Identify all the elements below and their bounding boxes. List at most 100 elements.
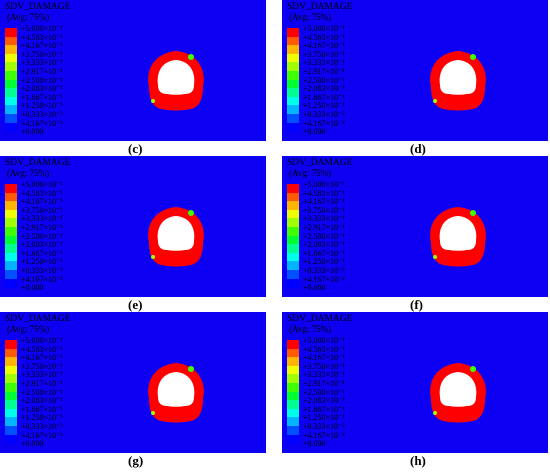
legend-swatch bbox=[287, 270, 299, 279]
legend-label: +2.917×10⁻¹ bbox=[21, 379, 63, 388]
legend-label: +2.500×10⁻¹ bbox=[303, 231, 345, 241]
legend-swatch bbox=[5, 88, 17, 98]
legend-label: +5.000×10⁻¹ bbox=[21, 180, 63, 189]
legend-label: +3.333×10⁻¹ bbox=[21, 370, 63, 380]
legend-swatch bbox=[5, 201, 17, 211]
damage-speck bbox=[188, 366, 194, 372]
legend-label: +3.333×10⁻¹ bbox=[21, 58, 63, 68]
legend-label: +3.750×10⁻¹ bbox=[303, 49, 345, 59]
legend-swatch bbox=[5, 36, 17, 46]
contour-plot bbox=[0, 0, 266, 141]
legend-swatch bbox=[5, 261, 17, 271]
legend-swatch bbox=[287, 235, 299, 245]
legend-subtitle: (Avg: 75%) bbox=[289, 12, 332, 22]
legend-swatch bbox=[287, 340, 299, 349]
legend-swatch bbox=[5, 227, 17, 236]
legend-label: +1.250×10⁻¹ bbox=[303, 257, 345, 267]
legend-swatch bbox=[5, 252, 17, 262]
legend-label: +2.083×10⁻¹ bbox=[303, 396, 345, 406]
legend-swatch bbox=[5, 184, 17, 193]
legend-swatch bbox=[287, 122, 299, 132]
legend-title: SDV_DAMAGE bbox=[287, 314, 353, 324]
legend-label: +0.000 bbox=[21, 439, 44, 449]
contour-plot bbox=[282, 312, 548, 453]
damage-speck bbox=[470, 366, 476, 372]
legend-label: +4.167×10⁻¹ bbox=[21, 197, 63, 207]
legend-label: +2.083×10⁻¹ bbox=[303, 84, 345, 94]
contour-panel: SDV_DAMAGE (Avg: 75%) +5.000×10⁻¹ +4.583×10… bbox=[282, 0, 550, 157]
legend-swatch bbox=[5, 114, 17, 123]
legend-label: +4.167×10⁻¹ bbox=[303, 41, 345, 51]
legend-swatch bbox=[287, 184, 299, 193]
legend-swatch bbox=[287, 383, 299, 392]
legend-label: +2.917×10⁻¹ bbox=[21, 67, 63, 76]
legend-label: +5.000×10⁻¹ bbox=[21, 336, 63, 345]
damage-speck bbox=[433, 99, 437, 103]
legend-label: +8.333×10⁻² bbox=[303, 422, 345, 431]
legend-swatch bbox=[5, 383, 17, 392]
legend-label: +3.333×10⁻¹ bbox=[21, 214, 63, 224]
tunnel-damage-zone bbox=[148, 207, 204, 267]
legend-label: +1.667×10⁻¹ bbox=[21, 404, 63, 414]
legend-swatch bbox=[5, 340, 17, 349]
tunnel-opening bbox=[157, 216, 195, 251]
legend-title: SDV_DAMAGE bbox=[5, 314, 71, 324]
legend-label: +4.167×10⁻¹ bbox=[303, 353, 345, 363]
legend-label: +4.167×10⁻² bbox=[303, 430, 345, 440]
legend-swatch bbox=[5, 357, 17, 367]
legend-label: +3.333×10⁻¹ bbox=[303, 58, 345, 68]
tunnel-damage-zone bbox=[148, 363, 204, 423]
legend-label: +8.333×10⁻² bbox=[303, 266, 345, 275]
legend-label: +2.083×10⁻¹ bbox=[303, 240, 345, 250]
legend-subtitle: (Avg: 75%) bbox=[7, 12, 50, 22]
legend-label: +3.750×10⁻¹ bbox=[21, 361, 63, 371]
legend-swatch bbox=[5, 270, 17, 279]
legend-swatch bbox=[5, 45, 17, 55]
legend-label: +4.167×10⁻² bbox=[21, 274, 63, 284]
legend-label: +4.167×10⁻¹ bbox=[303, 197, 345, 207]
legend-swatch bbox=[287, 209, 299, 219]
legend-swatch bbox=[5, 71, 17, 80]
legend-swatch bbox=[5, 79, 17, 89]
legend-swatch bbox=[287, 227, 299, 236]
legend-label: +4.583×10⁻¹ bbox=[21, 32, 63, 42]
legend-label: +1.250×10⁻¹ bbox=[303, 413, 345, 423]
panel-caption: (g) bbox=[128, 453, 144, 468]
contour-plot bbox=[282, 0, 548, 141]
legend-label: +4.167×10⁻² bbox=[21, 118, 63, 128]
legend-swatch bbox=[5, 434, 17, 444]
legend-swatch bbox=[287, 105, 299, 115]
legend-swatch bbox=[287, 365, 299, 375]
legend-label: +2.500×10⁻¹ bbox=[21, 387, 63, 397]
legend-label: +2.500×10⁻¹ bbox=[21, 75, 63, 85]
legend-swatch bbox=[287, 36, 299, 46]
legend-label: +8.333×10⁻² bbox=[303, 110, 345, 119]
damage-speck bbox=[470, 54, 476, 60]
tunnel-opening bbox=[439, 372, 477, 407]
legend-label: +2.917×10⁻¹ bbox=[303, 223, 345, 232]
legend-label: +0.000 bbox=[303, 283, 326, 293]
contour-panel: SDV_DAMAGE (Avg: 75%) +5.000×10⁻¹ +4.583×10… bbox=[282, 156, 550, 313]
contour-plot bbox=[282, 156, 548, 297]
contour-panel: SDV_DAMAGE (Avg: 75%) +5.000×10⁻¹ +4.583×10… bbox=[0, 0, 275, 157]
legend-swatch bbox=[287, 434, 299, 444]
legend-label: +5.000×10⁻¹ bbox=[303, 180, 345, 189]
contour-panel: SDV_DAMAGE (Avg: 75%) +5.000×10⁻¹ +4.583×10… bbox=[282, 312, 550, 469]
legend-label: +4.167×10⁻² bbox=[21, 430, 63, 440]
legend-label: +1.250×10⁻¹ bbox=[303, 101, 345, 111]
legend-label: +0.000 bbox=[21, 127, 44, 137]
legend-swatch bbox=[5, 278, 17, 288]
legend-label: +1.667×10⁻¹ bbox=[21, 248, 63, 258]
damage-speck bbox=[433, 411, 437, 415]
legend-subtitle: (Avg: 75%) bbox=[289, 168, 332, 178]
legend-swatch bbox=[287, 426, 299, 435]
legend-title: SDV_DAMAGE bbox=[5, 2, 71, 12]
legend-label: +1.667×10⁻¹ bbox=[303, 404, 345, 414]
panel-caption: (h) bbox=[410, 453, 426, 468]
panel-caption: (e) bbox=[128, 297, 143, 312]
legend-swatch bbox=[5, 235, 17, 245]
legend-swatch bbox=[287, 417, 299, 427]
legend-swatch bbox=[287, 218, 299, 228]
legend-label: +3.750×10⁻¹ bbox=[303, 205, 345, 215]
legend-subtitle: (Avg: 75%) bbox=[289, 324, 332, 334]
